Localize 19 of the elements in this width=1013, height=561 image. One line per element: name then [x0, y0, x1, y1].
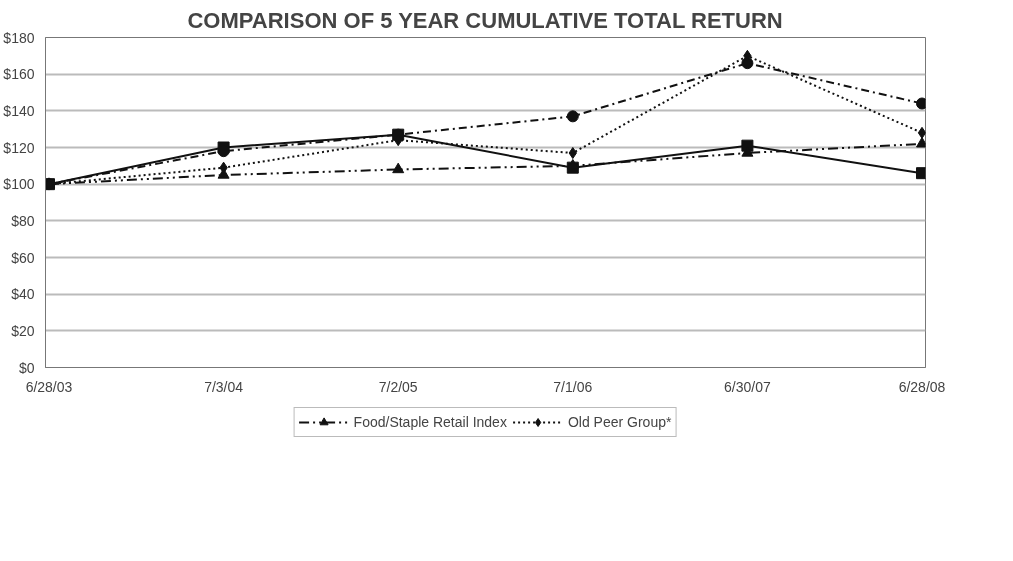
x-tick-label: 7/2/05 [378, 378, 418, 395]
x-tick-label: 7/1/06 [553, 378, 593, 395]
x-tick-label: 6/28/08 [898, 378, 946, 395]
y-tick-label: $0 [18, 359, 35, 376]
y-tick-label: $20 [11, 322, 35, 339]
y-tick-label: $60 [11, 249, 35, 266]
x-tick-label: 6/28/03 [25, 378, 73, 395]
y-tick-label: $160 [3, 66, 35, 83]
x-tick-label: 6/30/07 [724, 378, 771, 395]
y-tick-label: $100 [3, 176, 35, 193]
y-tick-label: $40 [11, 286, 35, 303]
legend-label: Food/Staple Retail Index [353, 414, 507, 430]
y-tick-label: $180 [3, 29, 35, 46]
legend-label: Old Peer Group* [567, 414, 672, 430]
x-tick-label: 7/3/04 [204, 378, 244, 395]
chart-title: COMPARISON OF 5 YEAR CUMULATIVE TOTAL RETURN [187, 7, 783, 33]
y-tick-label: $140 [3, 102, 35, 119]
y-tick-label: $120 [3, 139, 35, 156]
y-tick-label: $80 [11, 212, 35, 229]
